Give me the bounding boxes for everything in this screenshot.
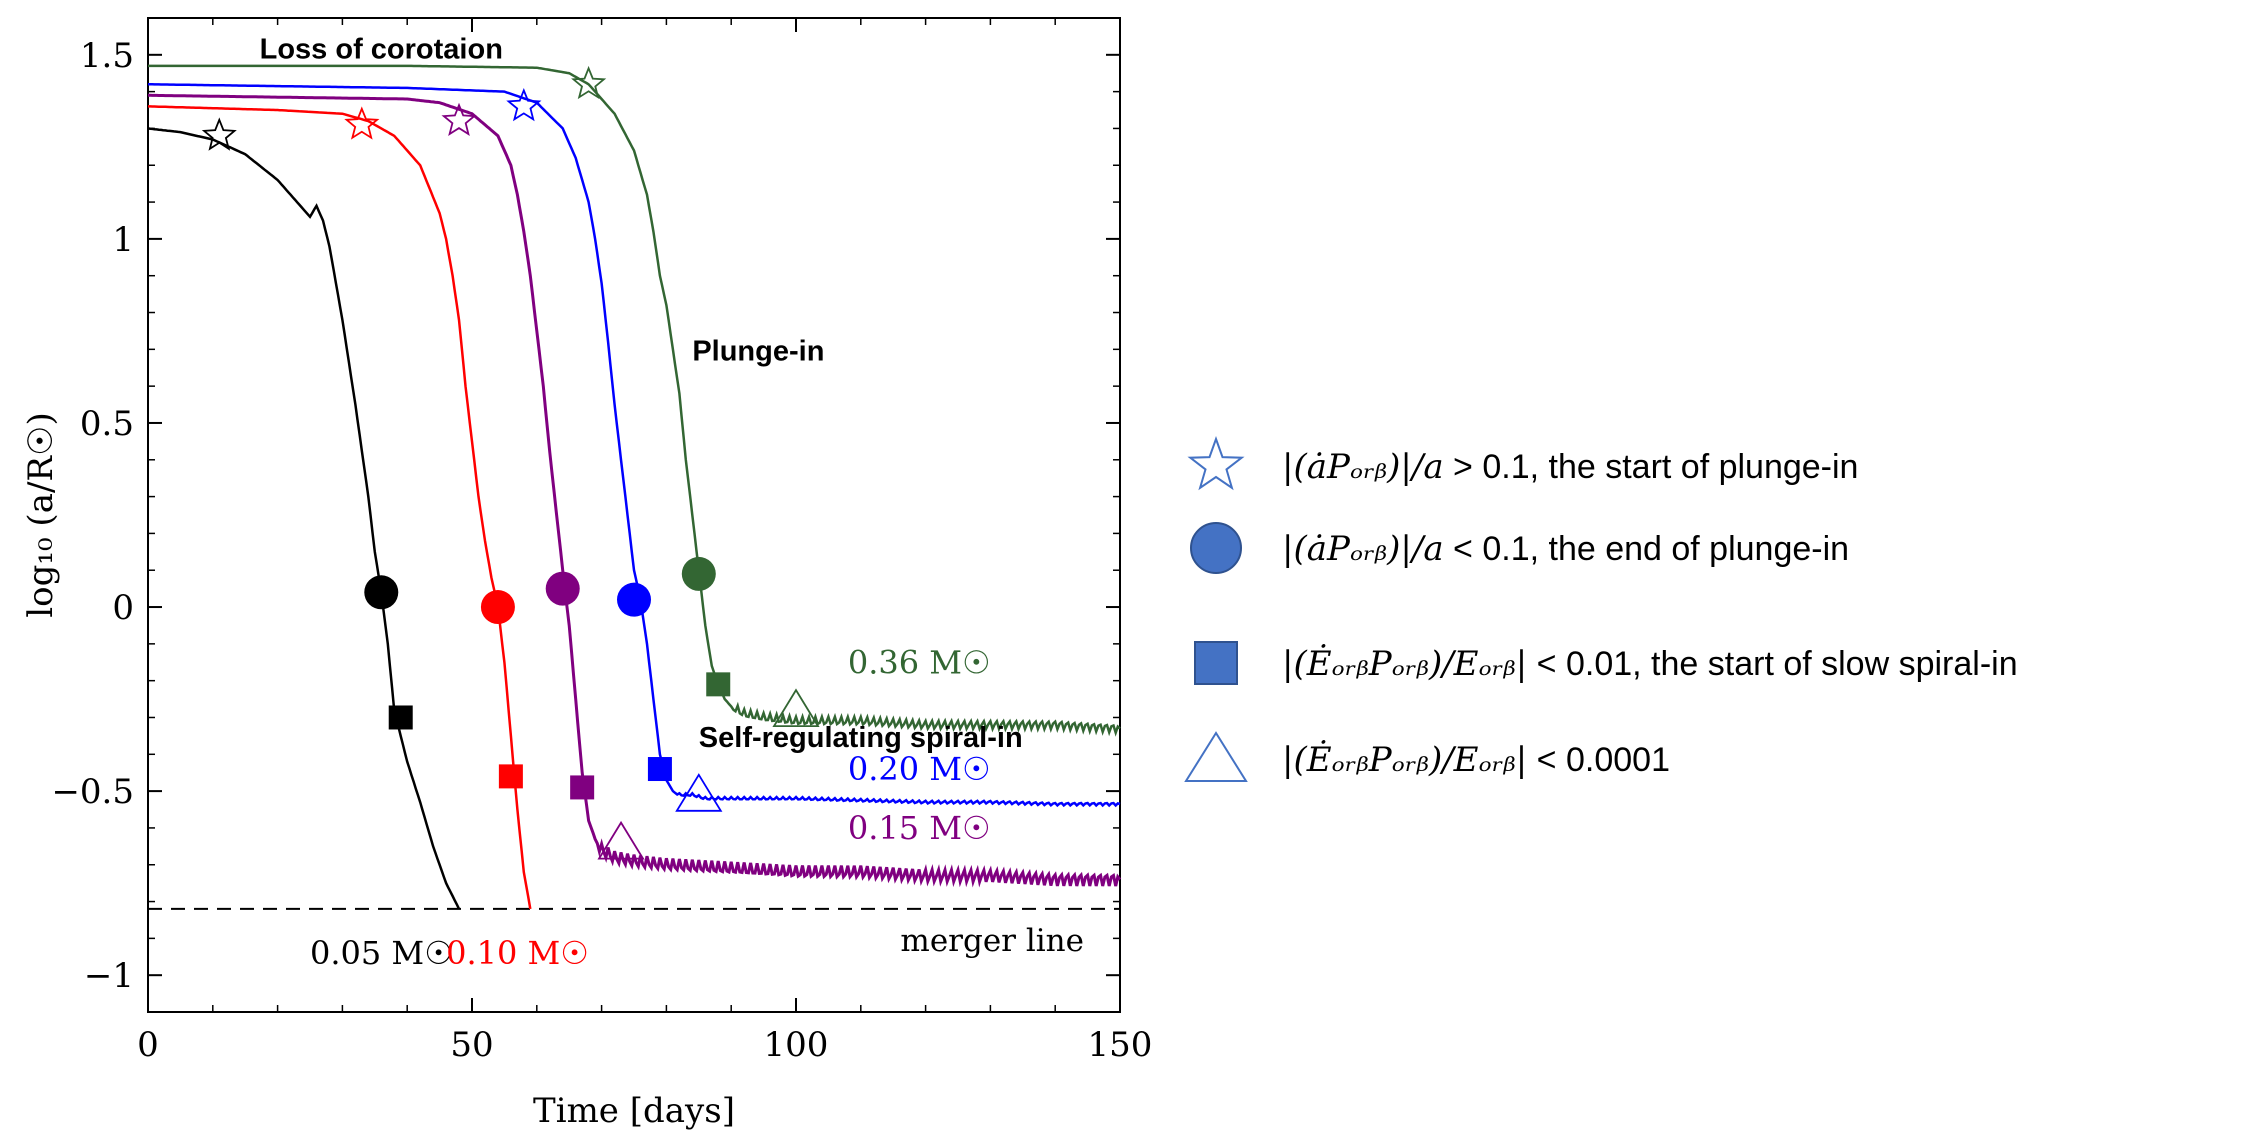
legend-circle-icon xyxy=(1190,522,1242,574)
x-tick-label: 150 xyxy=(1088,1025,1153,1065)
y-tick-label: 1.5 xyxy=(80,36,134,76)
x-tick-label: 0 xyxy=(137,1025,159,1065)
y-tick-label: 1 xyxy=(112,220,134,260)
square-marker xyxy=(647,757,672,782)
circle-marker xyxy=(545,571,580,606)
legend-math: |(ĖₒᵣᵦPₒᵣᵦ)/Eₒᵣᵦ| xyxy=(1282,644,1527,684)
x-axis-title: Time [days] xyxy=(533,1091,735,1131)
annotation-text: Loss of corotaion xyxy=(260,33,503,65)
annotation-text: Plunge-in xyxy=(692,335,824,367)
series-label: 0.10 M☉ xyxy=(446,934,589,972)
star-marker xyxy=(571,65,607,100)
square-marker xyxy=(388,705,413,730)
labels-group: 0.05 M☉0.10 M☉ 0.15 M☉ 0.20 M☉ 0.36 M☉ Loss … xyxy=(260,33,1023,972)
legend-text: < 0.1, the end of plunge-in xyxy=(1444,530,1849,568)
merger-line-label: merger line xyxy=(900,923,1084,959)
series-group xyxy=(147,64,1122,910)
series-label: 0.05 M☉ xyxy=(310,934,453,972)
square-marker xyxy=(570,775,595,800)
y-tick-label: 0 xyxy=(112,588,134,628)
series-line xyxy=(148,93,1122,888)
series-line xyxy=(148,105,532,910)
legend-triangle-icon xyxy=(1184,731,1248,782)
legend: |(ȧPₒᵣᵦ)|/a > 0.1, the start of plunge-i… xyxy=(1184,436,2018,782)
legend-text: > 0.1, the start of plunge-in xyxy=(1444,448,1859,486)
y-axis-title: log₁₀ (a/R☉) xyxy=(21,412,61,618)
annotation-text: Self-regulating spiral-in xyxy=(699,722,1023,754)
legend-star-icon xyxy=(1187,436,1245,491)
circle-marker xyxy=(480,590,515,625)
axis-ticks: 0 50 100 150 1.5 1 0.5 0 −0.5 −1 xyxy=(51,18,1152,1065)
y-tick-label: −1 xyxy=(84,956,134,996)
legend-entry: |(ȧPₒᵣᵦ)|/a > 0.1, the start of plunge-i… xyxy=(1282,447,1858,487)
star-marker xyxy=(441,102,477,136)
series-line xyxy=(148,64,1121,737)
star-marker xyxy=(506,87,542,122)
x-tick-label: 50 xyxy=(450,1025,493,1065)
triangle-marker xyxy=(772,688,820,728)
triangle-marker xyxy=(675,773,723,812)
circle-marker xyxy=(617,582,651,617)
star-marker xyxy=(201,117,237,151)
markers-group xyxy=(201,65,820,860)
circle-marker xyxy=(681,556,716,591)
merger-line-group: merger line xyxy=(148,907,1120,959)
series-line xyxy=(147,127,461,910)
series-label: 0.36 M☉ xyxy=(848,643,991,681)
series-label: 0.20 M☉ xyxy=(848,750,991,788)
circle-marker xyxy=(364,575,399,610)
legend-math: |(ĖₒᵣᵦPₒᵣᵦ)/Eₒᵣᵦ| xyxy=(1282,740,1527,780)
legend-entry: |(ĖₒᵣᵦPₒᵣᵦ)/Eₒᵣᵦ| < 0.0001 xyxy=(1282,740,1670,780)
y-tick-label: −0.5 xyxy=(51,772,134,812)
legend-text: < 0.0001 xyxy=(1527,741,1670,779)
x-tick-label: 100 xyxy=(764,1025,829,1065)
square-marker xyxy=(706,672,731,697)
series-line xyxy=(148,83,1121,808)
legend-math: |(ȧPₒᵣᵦ)|/a xyxy=(1282,529,1444,569)
square-marker xyxy=(498,764,523,789)
star-marker xyxy=(344,106,380,140)
y-tick-label: 0.5 xyxy=(80,404,134,444)
legend-square-icon xyxy=(1194,641,1238,685)
legend-entry: |(ȧPₒᵣᵦ)|/a < 0.1, the end of plunge-in xyxy=(1282,529,1849,569)
legend-entry: |(ĖₒᵣᵦPₒᵣᵦ)/Eₒᵣᵦ| < 0.01, the start of s… xyxy=(1282,644,2018,684)
legend-math: |(ȧPₒᵣᵦ)|/a xyxy=(1282,447,1444,487)
triangle-marker xyxy=(597,820,645,860)
plot-frame xyxy=(147,17,1121,1013)
series-label: 0.15 M☉ xyxy=(848,809,991,847)
legend-text: < 0.01, the start of slow spiral-in xyxy=(1527,645,2017,683)
